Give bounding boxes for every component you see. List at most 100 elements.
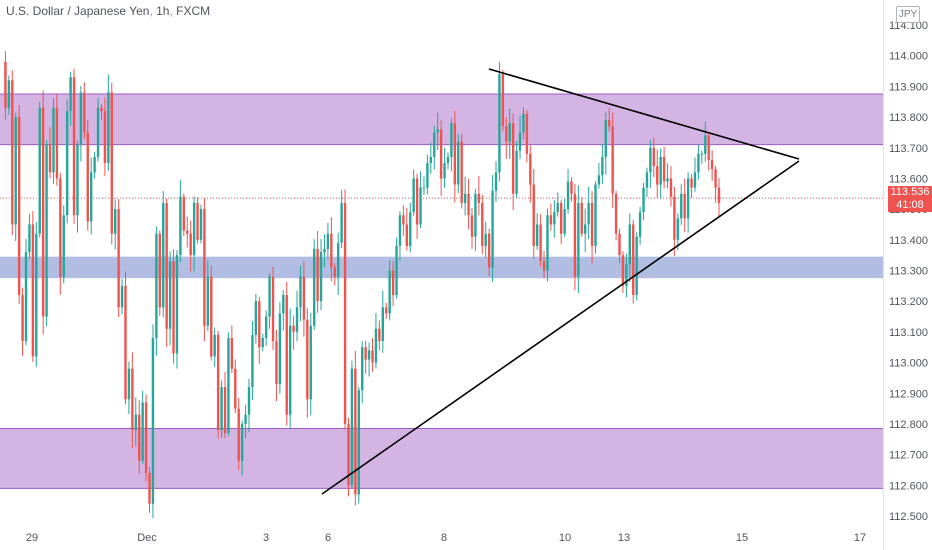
candle-body (343, 202, 347, 424)
price-tick-label: 112.900 (889, 388, 928, 400)
candle-body (666, 178, 669, 182)
candle-body (186, 230, 189, 234)
candle-body (240, 423, 244, 461)
candle-body (659, 156, 662, 185)
candle-body (234, 368, 237, 409)
candle-body (549, 215, 553, 225)
currency-badge[interactable]: JPY (896, 6, 920, 23)
candle-body (52, 107, 55, 173)
candle-body (690, 178, 693, 188)
candle-body (559, 202, 563, 234)
candle-body (223, 387, 227, 434)
candle-body (316, 249, 319, 302)
candle-body (110, 92, 113, 234)
candle-body (48, 144, 52, 173)
candle-body (347, 423, 350, 486)
candle-body (395, 245, 398, 296)
candle-body (65, 110, 69, 216)
candle-body (443, 163, 446, 179)
candle-body (72, 77, 76, 216)
candle-body (261, 338, 264, 348)
candle-body (172, 261, 175, 354)
title-separator: , (149, 4, 157, 18)
candle-body (717, 187, 721, 203)
candle-body (522, 113, 525, 133)
candle-body (134, 414, 137, 431)
price-tick-label: 113.100 (889, 327, 928, 339)
candle-body (312, 249, 316, 326)
candle-body (306, 319, 309, 400)
candle-body (275, 341, 278, 385)
candle-body (237, 408, 240, 461)
candle-body (103, 110, 107, 164)
candle-body (165, 202, 168, 329)
candle-body (402, 215, 405, 225)
price-tick-label: 113.900 (889, 81, 928, 93)
candle-body (621, 255, 625, 286)
candle-body (625, 264, 628, 286)
candle-body (162, 202, 165, 308)
candle-body (120, 285, 124, 308)
candle-body (354, 368, 357, 495)
candle-body (7, 80, 11, 108)
candle-body (268, 276, 271, 317)
candle-body (611, 126, 614, 194)
candle-body (415, 178, 419, 225)
candle-body (577, 202, 580, 277)
candle-body (683, 193, 686, 219)
candle-body (24, 252, 28, 342)
candle-body (697, 153, 700, 173)
candle-body (614, 193, 618, 234)
candle-body (529, 153, 532, 185)
price-tick-label: 112.600 (889, 480, 928, 492)
candle-body (319, 252, 323, 302)
candle-body (367, 350, 371, 360)
candle-body (669, 178, 673, 197)
candle-body (498, 74, 501, 173)
candle-body (494, 172, 498, 191)
candle-body (463, 193, 467, 203)
price-tick-label: 113.600 (889, 173, 928, 185)
candle-body (107, 92, 110, 164)
candle-body (714, 169, 717, 188)
time-tick-label: 29 (26, 532, 38, 544)
last-price-tag: 113.536 41:08 (888, 186, 932, 213)
candle-body (35, 233, 38, 357)
candle-body (62, 215, 65, 277)
candle-body (244, 414, 247, 424)
candle-body (192, 202, 196, 256)
candle-body (518, 132, 522, 151)
candle-body (505, 126, 508, 142)
candle-body (597, 175, 601, 185)
candle-body (203, 209, 206, 326)
candle-body (590, 202, 594, 246)
candle-body (436, 129, 439, 133)
candle-body (628, 224, 632, 265)
candle-body (532, 184, 535, 246)
candle-body (515, 150, 518, 194)
candle-body (175, 255, 179, 354)
candle-body (282, 295, 285, 314)
candle-body (69, 77, 72, 111)
candle-body (11, 80, 14, 225)
candle-body (295, 307, 299, 332)
candle-body (292, 325, 295, 332)
interval-label: 1h (156, 4, 170, 18)
candle-body (230, 338, 234, 369)
candle-body (398, 215, 402, 246)
candle-body (450, 123, 453, 157)
candle-body (364, 347, 367, 360)
candle-body (288, 325, 292, 415)
time-tick-label: 3 (263, 532, 269, 544)
candle-body (361, 347, 364, 391)
candle-body (254, 301, 258, 335)
candle-body (649, 147, 652, 173)
price-tick-label: 114.000 (889, 51, 928, 63)
candle-body (645, 172, 649, 188)
exchange-label: FXCM (176, 4, 211, 18)
candle-body (330, 233, 333, 268)
candle-body (264, 316, 268, 339)
symbol-name: U.S. Dollar / Japanese Yen (6, 4, 150, 18)
